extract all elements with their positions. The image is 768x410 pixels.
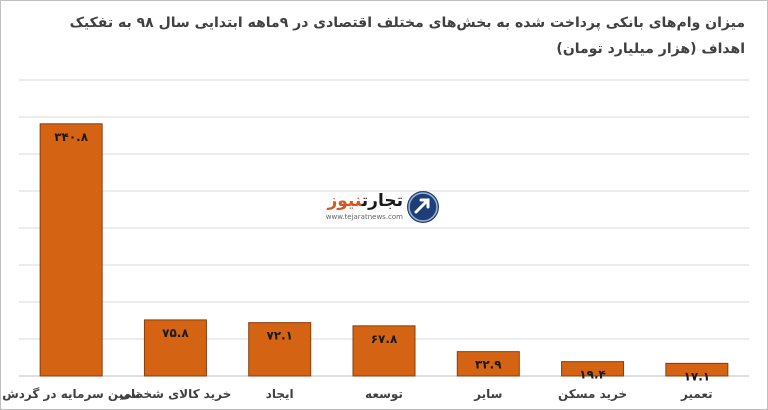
logo-brand-accent: نیوز: [327, 191, 362, 211]
logo-brand-main: تجارت: [361, 191, 403, 211]
data-label: ۳۴۰.۸: [54, 130, 89, 144]
category-label: تعمیر: [680, 387, 713, 401]
bar: [352, 325, 416, 377]
bar: [39, 123, 103, 377]
data-label: ۱۷.۱: [684, 369, 711, 383]
data-label: ۷۵.۸: [162, 326, 189, 340]
watermark-logo: تجارتنیوز www.tejaratnews.com: [313, 189, 443, 227]
category-label: توسعه: [365, 387, 403, 402]
tejaratnews-logo-icon: [407, 191, 439, 223]
chart-title-line-1: میزان وام‌های بانکی پرداخت شده به بخش‌ها…: [69, 15, 745, 31]
logo-wordmark: تجارتنیوز: [313, 191, 403, 211]
category-label: خرید کالای شخصی: [120, 387, 232, 401]
data-label: ۳۲.۹: [475, 358, 502, 372]
category-label: ایجاد: [266, 387, 294, 401]
chart-title-line-2: اهداف (هزار میلیارد تومان): [556, 41, 745, 57]
bar: [143, 319, 207, 377]
category-label: سایر: [473, 387, 502, 401]
logo-url: www.tejaratnews.com: [325, 213, 403, 221]
data-label: ۷۲.۱: [266, 329, 293, 343]
bar: [561, 361, 625, 377]
bar: [248, 322, 312, 377]
category-label: خرید مسکن: [558, 387, 627, 401]
category-label: تامین سرمایه در گردش: [2, 387, 140, 401]
data-label: ۶۷.۸: [371, 332, 398, 346]
data-label: ۱۹.۴: [579, 368, 606, 382]
bar: [665, 362, 729, 377]
bar: [456, 351, 520, 377]
